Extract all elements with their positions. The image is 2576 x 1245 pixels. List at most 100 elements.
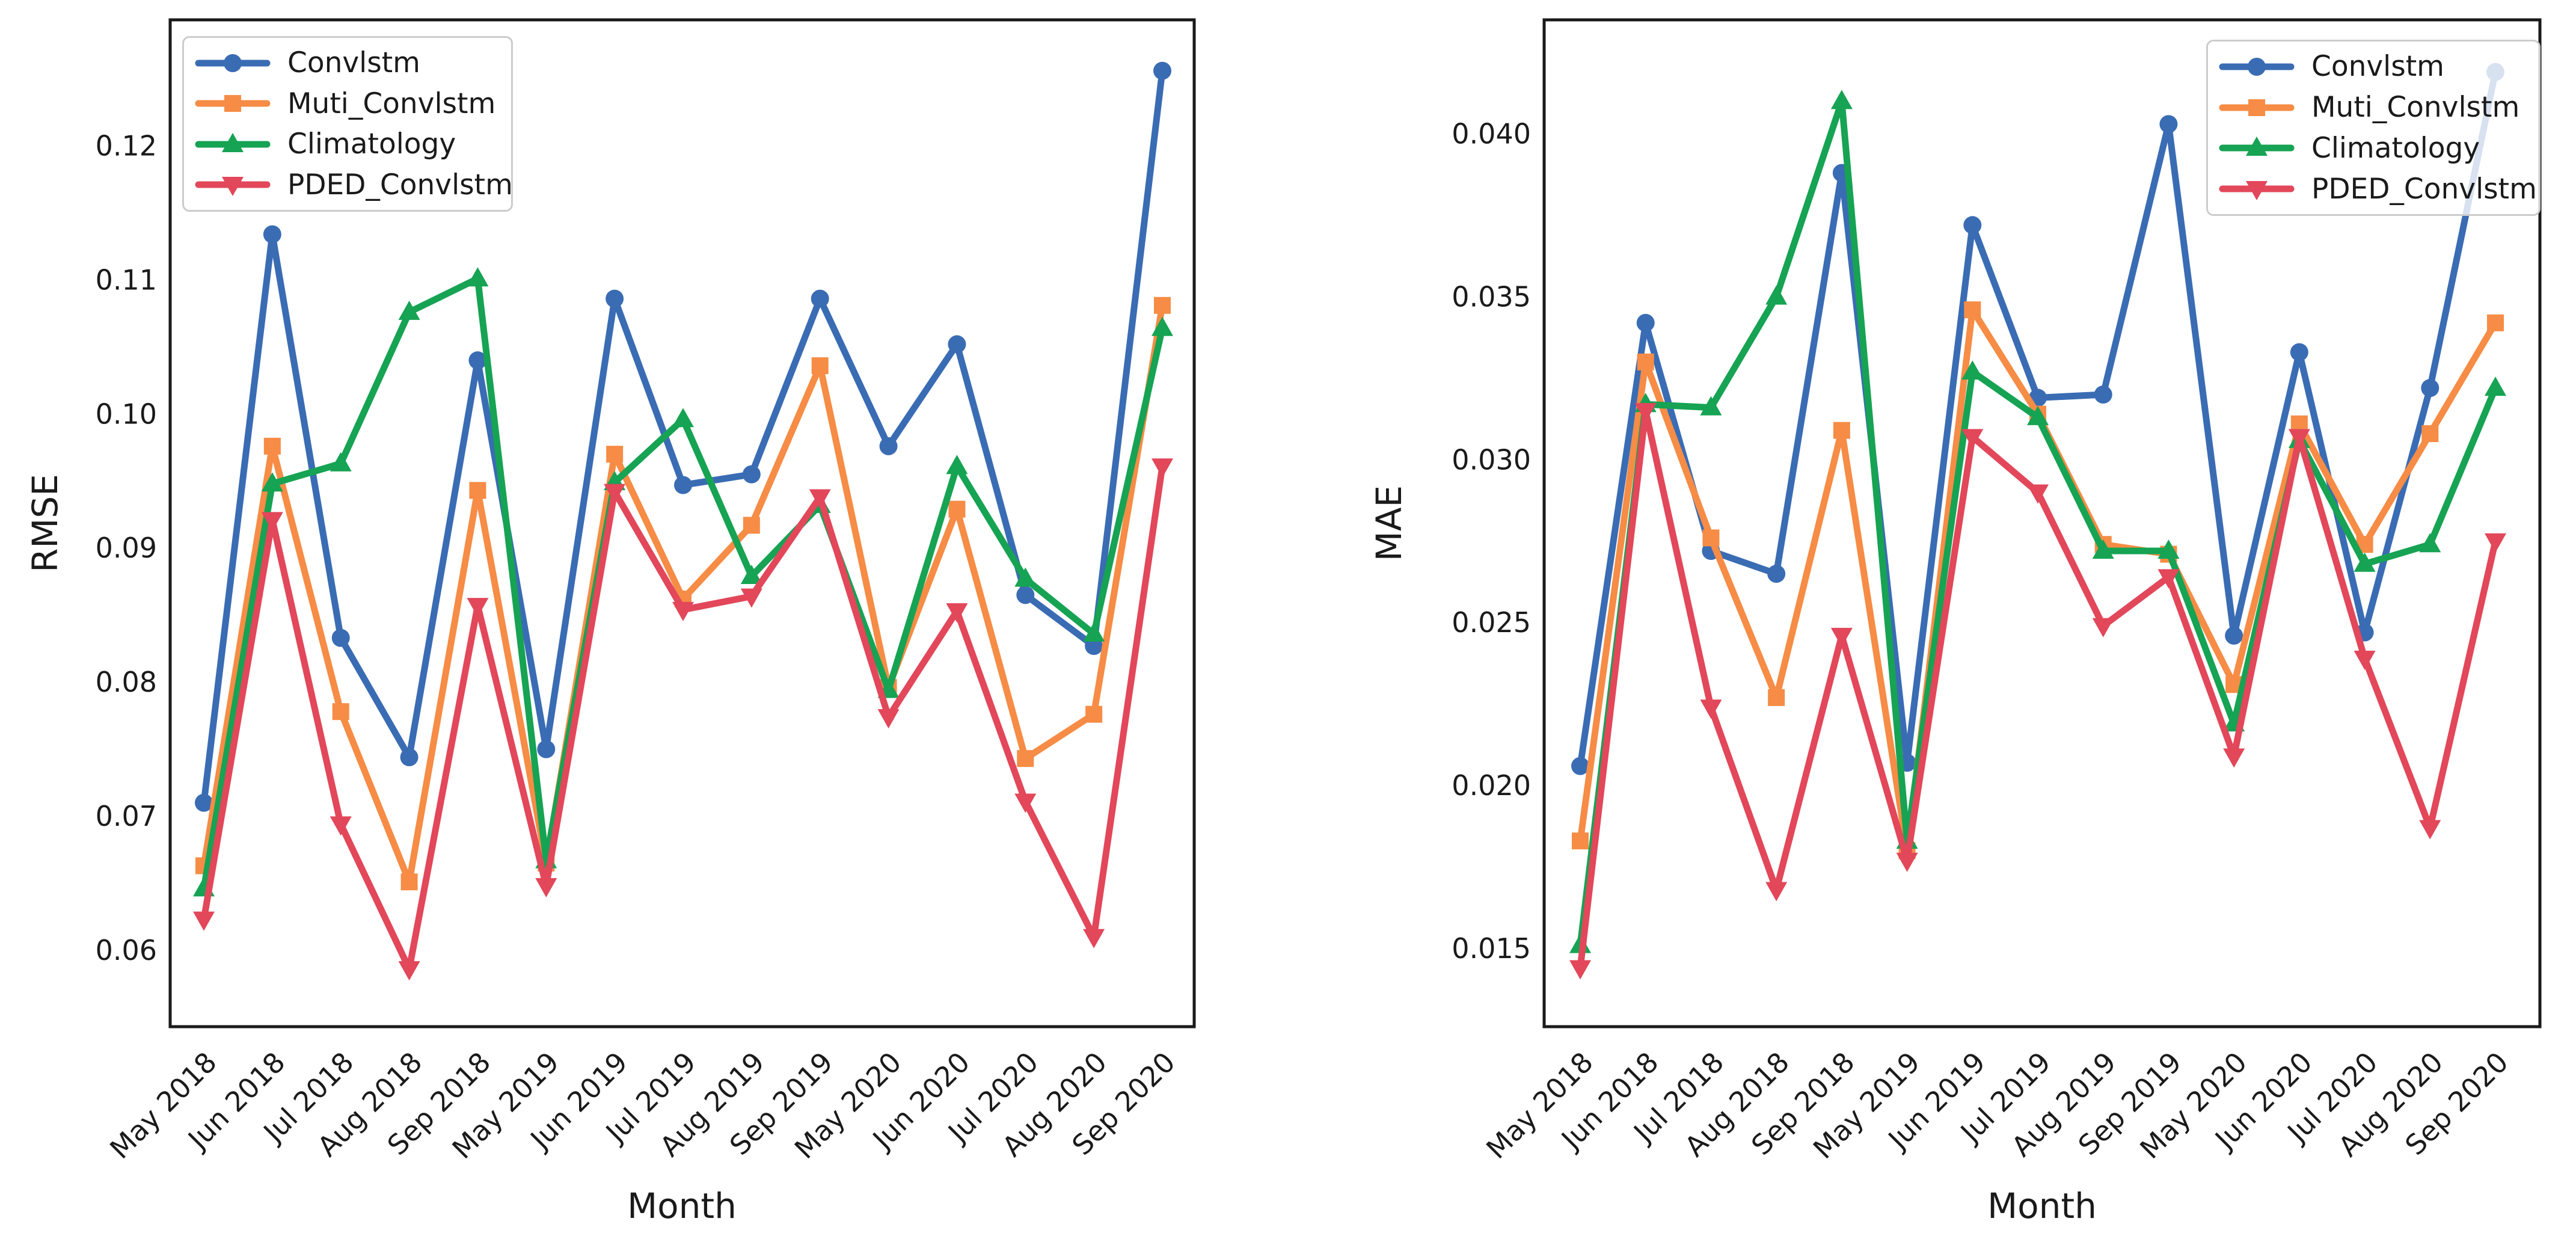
pded-convlstm-line-marker-icon	[2219, 181, 2295, 201]
y-tick-label: 0.06	[96, 934, 157, 967]
data-point-pded_convlstm	[809, 489, 831, 509]
legend-item-pded-convlstm: PDED_Convlstm	[2214, 168, 2537, 209]
data-point-climatology	[1765, 285, 1788, 305]
y-tick-label: 0.10	[96, 398, 157, 430]
legend-label: Muti_Convlstm	[287, 87, 496, 120]
data-point-pded_convlstm	[877, 709, 900, 729]
data-point-climatology	[740, 565, 762, 585]
data-point-convlstm	[674, 476, 692, 494]
data-point-climatology	[2027, 405, 2049, 425]
data-point-muti_convlstm	[1768, 689, 1785, 706]
mae-x-axis-label: Month	[1987, 1185, 2097, 1226]
data-point-convlstm	[811, 289, 829, 308]
data-point-muti_convlstm	[1964, 301, 1981, 319]
legend-label: PDED_Convlstm	[287, 168, 513, 201]
data-point-pded_convlstm	[2288, 429, 2310, 449]
data-point-pded_convlstm	[1961, 429, 1984, 449]
legend-marker-icon	[2246, 137, 2268, 156]
data-point-pded_convlstm	[193, 911, 215, 931]
data-point-pded_convlstm	[330, 816, 352, 836]
data-point-climatology	[672, 408, 694, 428]
legend-label: Climatology	[287, 128, 456, 161]
series-line-climatology	[1577, 97, 2499, 949]
data-point-convlstm	[2094, 386, 2112, 404]
data-point-convlstm	[468, 351, 487, 370]
data-point-pded_convlstm	[1152, 458, 1173, 478]
y-tick-label: 0.09	[96, 532, 157, 564]
data-point-climatology	[1830, 90, 1853, 109]
plot-spines	[1542, 18, 2542, 1028]
legend-item-climatology: Climatology	[190, 124, 505, 165]
y-tick-label: 0.035	[1452, 280, 1531, 313]
data-point-pded_convlstm	[467, 598, 489, 618]
data-point-convlstm	[331, 629, 350, 647]
data-point-climatology	[2157, 540, 2180, 559]
data-point-climatology	[467, 267, 489, 287]
mae-y-axis-label: MAE	[1369, 485, 1409, 562]
y-tick-label: 0.12	[96, 130, 157, 162]
data-point-climatology	[398, 300, 420, 320]
data-point-convlstm	[2421, 379, 2440, 398]
data-point-muti_convlstm	[1017, 750, 1034, 767]
y-tick-label: 0.030	[1452, 443, 1531, 476]
data-point-convlstm	[606, 289, 624, 308]
data-point-muti_convlstm	[2487, 314, 2504, 331]
data-point-pded_convlstm	[1700, 699, 1722, 719]
data-point-pded_convlstm	[398, 961, 420, 981]
data-point-convlstm	[400, 748, 419, 766]
data-point-convlstm	[1767, 564, 1786, 583]
data-point-pded_convlstm	[2027, 484, 2049, 504]
legend-label: Convlstm	[287, 46, 420, 80]
legend-label: PDED_Convlstm	[2311, 172, 2537, 206]
y-tick-label: 0.08	[96, 666, 157, 698]
y-tick-label: 0.07	[96, 800, 157, 832]
data-point-muti_convlstm	[1833, 422, 1850, 439]
data-point-muti_convlstm	[400, 873, 418, 891]
legend-marker-icon	[222, 177, 244, 197]
data-point-convlstm	[742, 465, 761, 484]
legend-item-climatology: Climatology	[2214, 128, 2533, 169]
rmse-x-axis-label: Month	[627, 1185, 737, 1226]
legend-marker-icon	[224, 54, 242, 72]
y-tick-label: 0.020	[1452, 769, 1531, 802]
legend-marker-icon	[224, 95, 241, 112]
data-point-muti_convlstm	[948, 500, 966, 518]
data-point-pded_convlstm	[535, 878, 557, 897]
legend-marker-icon	[2246, 181, 2268, 201]
data-point-convlstm	[2159, 115, 2178, 134]
legend-item-convlstm: Convlstm	[190, 43, 505, 84]
data-point-climatology	[1700, 396, 1722, 416]
data-point-climatology	[330, 452, 352, 472]
data-point-convlstm	[879, 437, 898, 455]
data-point-convlstm	[1153, 61, 1171, 80]
legend-item-muti-convlstm: Muti_Convlstm	[190, 84, 505, 124]
data-point-climatology	[2419, 533, 2441, 553]
data-point-convlstm	[537, 740, 556, 758]
data-point-pded_convlstm	[261, 512, 283, 532]
legend-item-convlstm: Convlstm	[2214, 46, 2533, 87]
data-point-climatology	[2092, 540, 2114, 559]
data-point-convlstm	[263, 225, 281, 244]
data-point-pded_convlstm	[1569, 960, 1591, 980]
data-point-convlstm	[1963, 216, 1982, 235]
legend-label: Climatology	[2311, 131, 2480, 165]
data-point-pded_convlstm	[2157, 569, 2180, 589]
data-point-muti_convlstm	[332, 703, 349, 721]
data-point-convlstm	[2290, 343, 2308, 361]
data-point-convlstm	[948, 335, 966, 354]
data-point-convlstm	[1636, 313, 1655, 332]
plot-spines	[168, 18, 1196, 1028]
climatology-line-marker-icon	[195, 132, 271, 152]
muti-convlstm-line-marker-icon	[195, 95, 271, 112]
data-point-muti_convlstm	[469, 482, 486, 499]
data-point-pded_convlstm	[1634, 403, 1657, 423]
data-point-pded_convlstm	[1083, 929, 1105, 948]
data-point-pded_convlstm	[604, 484, 626, 503]
data-point-muti_convlstm	[1085, 706, 1103, 723]
legend-marker-icon	[222, 132, 244, 152]
convlstm-line-marker-icon	[2219, 57, 2295, 76]
